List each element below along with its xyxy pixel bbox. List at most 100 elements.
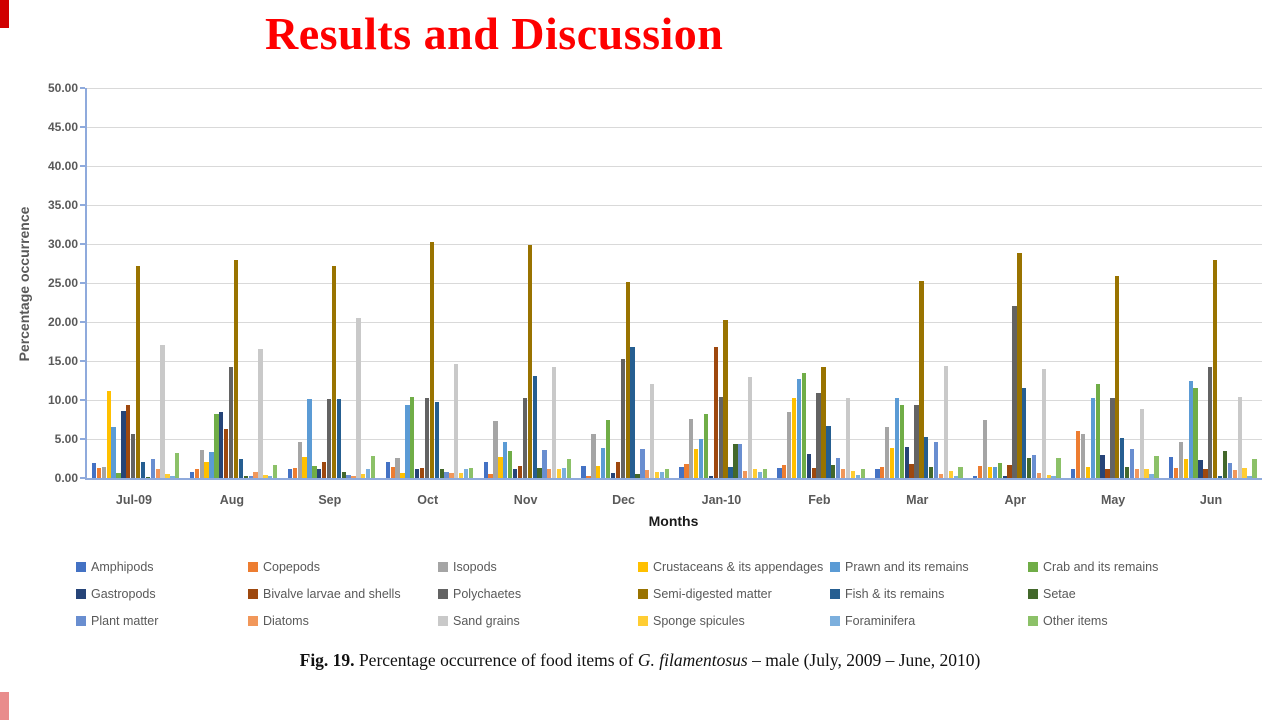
bar [160,344,165,478]
legend-label: Prawn and its remains [845,560,969,574]
bar-group [870,88,968,478]
bar [601,447,606,478]
y-tick-label: 35.00 [47,198,78,212]
bar [806,453,811,478]
legend-item: Amphipods [76,558,248,576]
bar [1071,469,1076,478]
bar [943,366,949,478]
bar [1046,474,1051,478]
bar [654,471,660,478]
bar [424,398,430,478]
bar [336,399,341,478]
gridline [87,166,1262,167]
legend-swatch [830,616,840,626]
legend-swatch [438,562,448,572]
bar [346,474,351,478]
bar [992,467,998,478]
bar [880,467,885,478]
bar [1227,463,1233,478]
y-tick-label: 30.00 [47,237,78,251]
legend-label: Copepods [263,560,320,574]
bar [615,462,621,478]
bar [909,463,914,478]
legend-item: Setae [1028,585,1216,603]
gridline [87,400,1262,401]
bar [605,419,611,478]
legend-item: Copepods [248,558,438,576]
bar [679,467,684,478]
bar [454,364,459,478]
bar [1051,475,1056,478]
legend-swatch [638,589,648,599]
bar [493,421,498,478]
bar [1232,470,1237,478]
legend-item: Sponge spicules [638,612,830,630]
legend-swatch [638,562,648,572]
bar [527,244,532,478]
bar [537,467,542,478]
bar [762,468,767,478]
bar [703,414,709,478]
bar [194,468,199,478]
legend-item: Polychaetes [438,585,638,603]
bar [1041,368,1046,478]
y-axis-tick-mark [80,204,85,206]
bar [929,467,934,478]
bar [752,468,758,478]
bar [449,472,454,478]
legend-swatch [248,616,258,626]
bar-group [1164,88,1262,478]
bar [645,470,650,478]
legend-label: Amphipods [91,560,154,574]
bar [248,476,253,478]
bar [1149,474,1154,478]
bar [1056,457,1061,478]
bar [439,468,444,478]
bar [782,464,787,478]
bar [1100,455,1105,478]
caption-text-before-species: Percentage occurrence of food items of [354,650,638,670]
legend-item: Semi-digested matter [638,585,830,603]
gridline [87,205,1262,206]
bar-group [283,88,381,478]
legend-label: Isopods [453,560,497,574]
x-tick-label: Oct [417,493,439,507]
bar [1120,438,1125,478]
bar [1222,451,1228,478]
x-tick-label: Mar [906,493,929,507]
bar [258,348,263,478]
bar [635,474,640,478]
bar [1193,388,1198,478]
bar [958,467,963,478]
bar [1090,398,1095,478]
y-tick-label: 15.00 [47,354,78,368]
legend-label: Foraminifera [845,614,916,628]
bar [787,411,792,478]
bar [253,471,258,478]
bar [1183,458,1188,478]
legend-swatch [830,589,840,599]
bar [689,418,694,478]
bar [1237,396,1242,478]
bar [204,462,209,478]
bar-group [1066,88,1164,478]
legend-label: Sponge spicules [653,614,745,628]
bar [1217,476,1223,478]
bar [1178,442,1184,478]
x-axis-title: Months [648,513,699,529]
legend-item: Bivalve larvae and shells [248,585,438,603]
bar [219,412,224,478]
bar-group [772,88,870,478]
bar [978,466,983,478]
x-tick-label: Apr [1004,493,1026,507]
bar [214,414,219,478]
y-axis-tick-mark [80,243,85,245]
bar [1173,467,1179,478]
bar [532,375,537,478]
bar [400,473,405,478]
bar [650,383,655,478]
caption-species-name: G. filamentosus [637,650,748,670]
bar [1168,456,1174,478]
x-tick-label: Nov [513,493,538,507]
